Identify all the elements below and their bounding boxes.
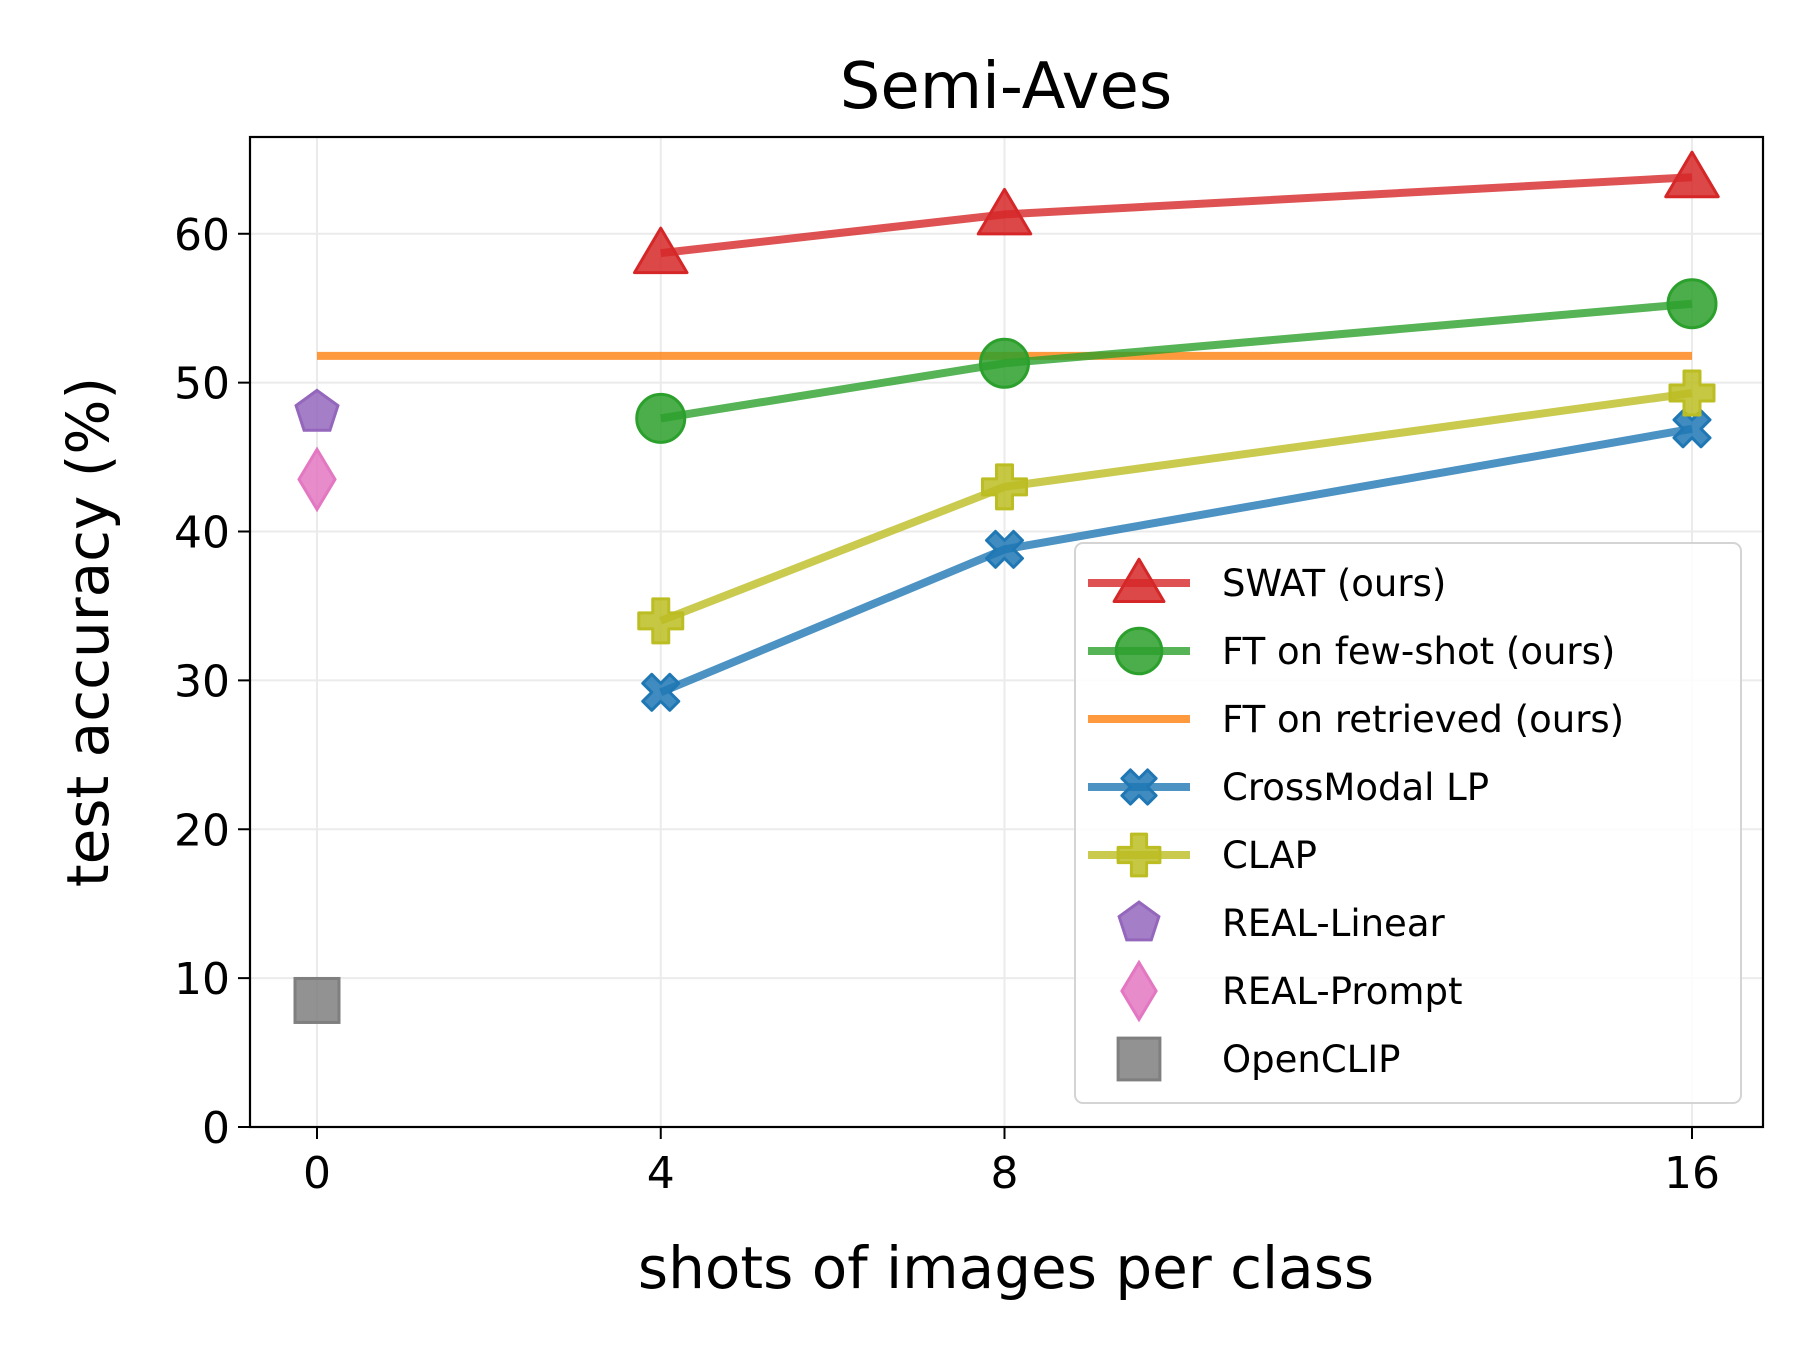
y-tick-label-60: 60	[174, 210, 230, 261]
legend: SWAT (ours) FT on few-shot (ours) FT on re…	[1074, 542, 1742, 1104]
legend-label-ft-on-retrieved-ours: FT on retrieved (ours)	[1222, 698, 1624, 741]
x-tick-label-16: 16	[1664, 1148, 1720, 1199]
y-tick-label-20: 20	[174, 805, 230, 856]
series-line-swat-ours	[660, 173, 1693, 258]
x-tick-label-8: 8	[991, 1148, 1019, 1199]
y-axis-label: test accuracy (%)	[54, 377, 122, 887]
data-point-crossmodal-lp-16	[1672, 409, 1712, 449]
series-crossmodal-lp	[641, 409, 1712, 712]
legend-marker-crossmodal-lp	[1120, 768, 1158, 806]
axes-frame	[248, 135, 1765, 1129]
legend-box	[1074, 542, 1742, 1104]
y-axis-ticks: 0 10 20 30 40 50 60	[174, 210, 250, 1154]
series-openclip	[293, 976, 341, 1024]
legend-label-crossmodal-lp: CrossModal LP	[1222, 766, 1489, 809]
legend-label-real-prompt: REAL-Prompt	[1222, 970, 1462, 1013]
legend-label-real-linear: REAL-Linear	[1222, 902, 1445, 945]
legend-entry-ft-on-few-shot-ours: FT on few-shot (ours)	[1088, 626, 1615, 676]
legend-entry-clap: CLAP	[1088, 832, 1317, 878]
data-point-clap-8	[981, 463, 1028, 511]
legend-marker-swat-ours	[1112, 557, 1166, 604]
legend-entry-openclip: OpenCLIP	[1116, 1036, 1401, 1082]
y-tick-label-40: 40	[174, 508, 230, 559]
legend-label-clap: CLAP	[1222, 834, 1317, 877]
y-tick-label-0: 0	[202, 1103, 230, 1154]
y-tick-label-10: 10	[174, 954, 230, 1005]
legend-label-ft-on-few-shot-ours: FT on few-shot (ours)	[1222, 630, 1615, 673]
data-point-ft-on-few-shot-ours-4	[635, 392, 687, 444]
data-point-swat-ours-8	[976, 187, 1033, 236]
series-swat-ours	[633, 150, 1720, 275]
data-point-real-linear-0	[294, 388, 340, 432]
legend-marker-real-linear	[1117, 900, 1161, 942]
legend-marker-real-prompt	[1120, 959, 1158, 1023]
legend-marker-ft-on-few-shot-ours	[1114, 626, 1164, 676]
y-tick-label-50: 50	[174, 359, 230, 410]
data-point-openclip-0	[293, 976, 341, 1024]
x-tick-label-4: 4	[647, 1148, 675, 1199]
data-point-ft-on-few-shot-ours-8	[979, 337, 1030, 389]
series-real-prompt	[297, 446, 337, 513]
series-clap	[637, 369, 1716, 645]
data-point-swat-ours-16	[1664, 150, 1720, 199]
y-tick-label-30: 30	[174, 656, 230, 707]
legend-marker-openclip	[1116, 1036, 1162, 1082]
series-ft-on-few-shot-ours	[635, 278, 1718, 444]
legend-entry-real-prompt: REAL-Prompt	[1120, 959, 1462, 1023]
legend-entry-crossmodal-lp: CrossModal LP	[1088, 766, 1489, 809]
data-point-ft-on-few-shot-ours-16	[1666, 278, 1718, 330]
legend-entry-real-linear: REAL-Linear	[1117, 900, 1445, 945]
data-point-crossmodal-lp-4	[641, 672, 681, 712]
data-point-clap-4	[637, 597, 685, 645]
x-axis-label: shots of images per class	[638, 1234, 1374, 1302]
legend-label-openclip: OpenCLIP	[1222, 1038, 1401, 1081]
legend-label-swat-ours: SWAT (ours)	[1222, 562, 1446, 605]
legend-entry-ft-on-retrieved-ours: FT on retrieved (ours)	[1088, 698, 1624, 741]
legend-entry-swat-ours: SWAT (ours)	[1088, 557, 1446, 605]
series-line-ft-on-few-shot-ours	[660, 299, 1693, 423]
x-axis-ticks: 0 4 8 16	[303, 1127, 1720, 1199]
plot-area	[293, 150, 1720, 1024]
legend-marker-clap	[1116, 832, 1162, 878]
data-point-swat-ours-4	[633, 226, 689, 275]
data-point-crossmodal-lp-8	[985, 529, 1024, 569]
series-real-linear	[294, 388, 340, 432]
x-tick-label-0: 0	[303, 1148, 331, 1199]
chart-title: Semi-Aves	[840, 50, 1172, 124]
data-point-real-prompt-0	[297, 446, 337, 513]
data-point-clap-16	[1668, 369, 1716, 417]
